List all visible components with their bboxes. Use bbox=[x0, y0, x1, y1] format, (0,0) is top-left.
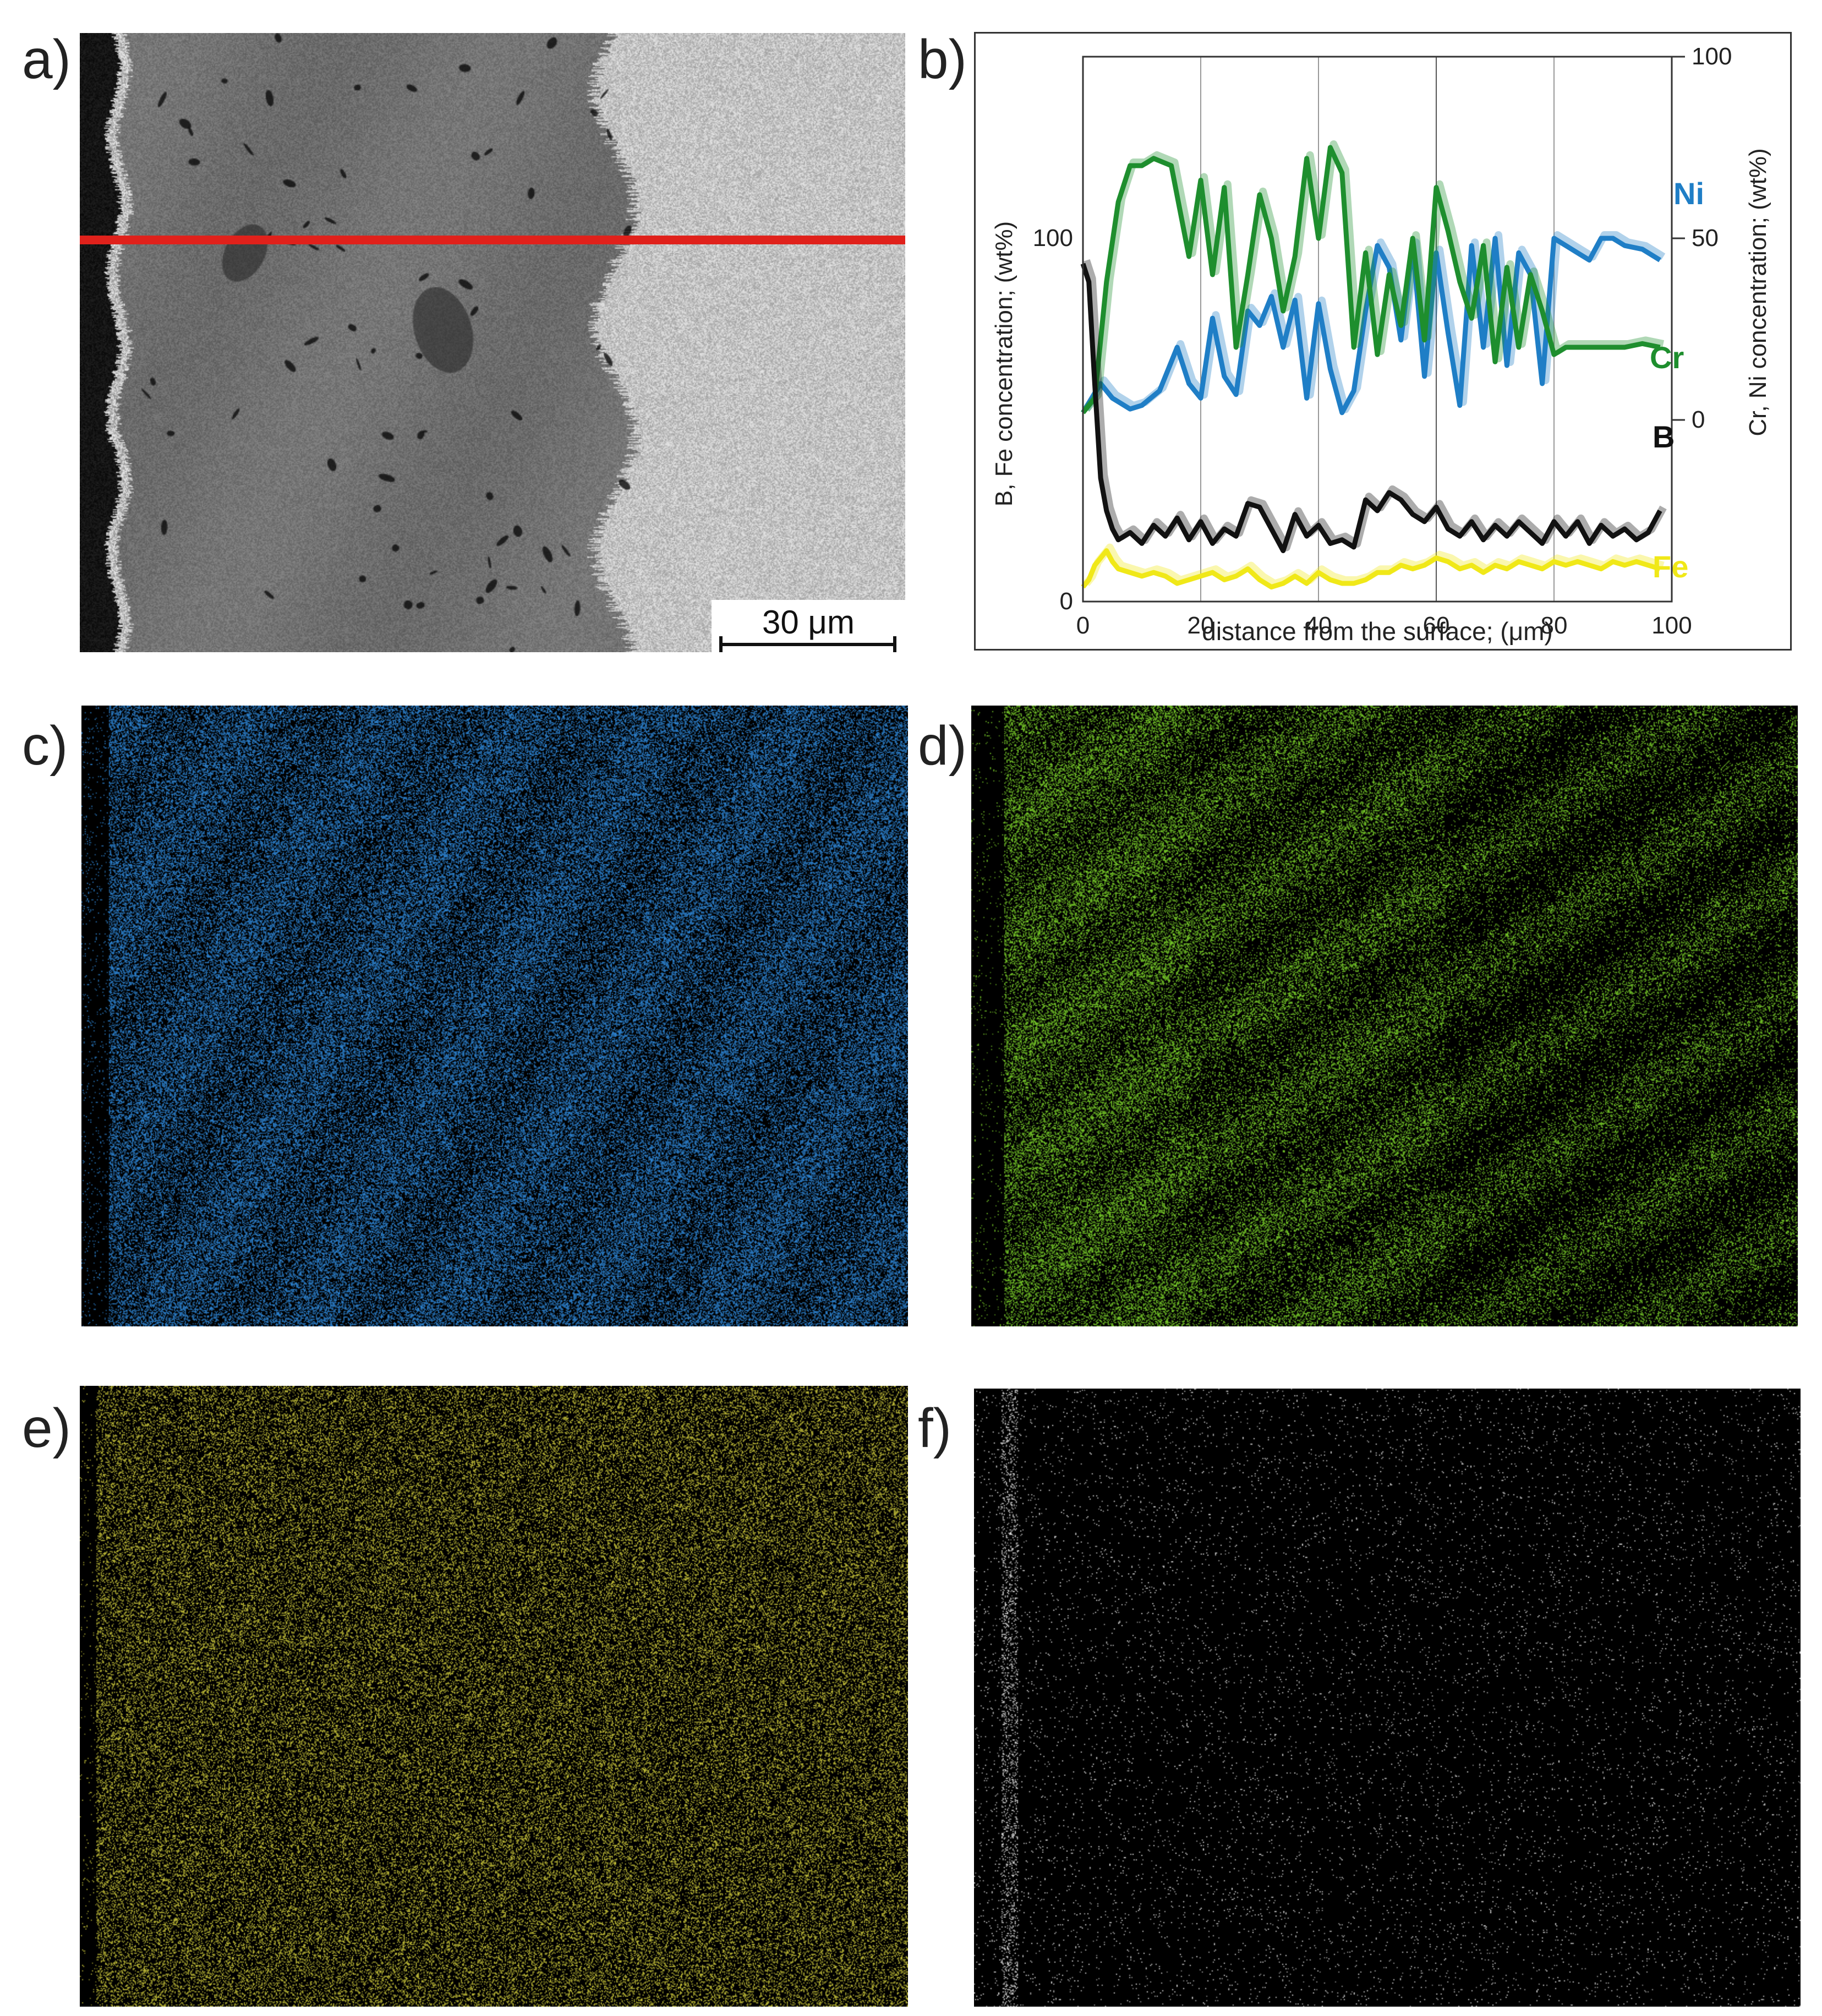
scale-bar-tick-left bbox=[719, 636, 723, 652]
fe-element-map bbox=[80, 1386, 908, 2007]
b-element-map bbox=[974, 1389, 1801, 2007]
chart-ticks: 0 20 40 60 80 100 0 100 0 50 100 bbox=[1033, 43, 1732, 639]
x-axis-label: distance from the surface; (μm) bbox=[1202, 617, 1553, 646]
legend-label-fe: Fe bbox=[1653, 549, 1688, 584]
fe-map-icon bbox=[80, 1386, 908, 2007]
scale-bar-box: 30 μm bbox=[712, 600, 905, 652]
series-line-b bbox=[1080, 263, 1662, 554]
y-axis-right-label: Cr, Ni concentration; (wt%) bbox=[1744, 148, 1771, 436]
line-scan-chart: 0 20 40 60 80 100 0 100 0 50 100 distance from the… bbox=[991, 43, 1771, 646]
x-tick-label-40: 40 bbox=[1305, 612, 1332, 639]
plot-area-border bbox=[1082, 56, 1673, 603]
legend-label-b: B bbox=[1653, 419, 1675, 454]
line-scan-marker bbox=[80, 236, 905, 244]
legend-label-cr: Cr bbox=[1650, 340, 1684, 375]
ni-map-icon bbox=[81, 706, 908, 1326]
scale-bar-label: 30 μm bbox=[762, 604, 855, 641]
panel-label-d: d) bbox=[918, 715, 967, 777]
line-scan-chart-frame: 0 20 40 60 80 100 0 100 0 50 100 distance from the… bbox=[974, 32, 1792, 651]
y-right-tick-label-100: 100 bbox=[1692, 43, 1732, 70]
sem-micrograph: 30 μm bbox=[80, 33, 905, 652]
panel-label-f: f) bbox=[918, 1397, 952, 1459]
series-line-ni bbox=[1081, 236, 1661, 416]
x-tick-label-80: 80 bbox=[1541, 612, 1568, 639]
scale-bar-line bbox=[719, 643, 896, 646]
panel-label-e: e) bbox=[22, 1397, 71, 1459]
cr-map-icon bbox=[971, 706, 1798, 1326]
chart-grid bbox=[1200, 57, 1555, 602]
chart-series-group bbox=[1080, 140, 1667, 590]
y-left-tick-label-0: 0 bbox=[1060, 588, 1073, 615]
cr-element-map bbox=[971, 706, 1798, 1326]
x-tick-label-20: 20 bbox=[1188, 612, 1214, 639]
x-tick-label-60: 60 bbox=[1423, 612, 1450, 639]
series-line-cr-shadow bbox=[1083, 140, 1665, 412]
panel-label-a: a) bbox=[22, 29, 71, 90]
panel-label-b: b) bbox=[918, 29, 967, 90]
y-right-tick-label-50: 50 bbox=[1692, 225, 1719, 252]
y-axis-left-label: B, Fe concentration; (wt%) bbox=[991, 221, 1017, 506]
panel-label-c: c) bbox=[22, 715, 68, 777]
sem-image bbox=[80, 33, 905, 652]
ni-element-map bbox=[81, 706, 908, 1326]
y-right-tick-label-0: 0 bbox=[1692, 406, 1705, 433]
series-line-fe bbox=[1081, 548, 1661, 590]
scale-bar-tick-right bbox=[893, 636, 896, 652]
legend-label-ni: Ni bbox=[1673, 176, 1704, 211]
y-left-tick-label-100: 100 bbox=[1033, 225, 1073, 252]
x-tick-label-0: 0 bbox=[1076, 612, 1090, 639]
series-line-cr bbox=[1081, 145, 1661, 414]
x-tick-label-100: 100 bbox=[1651, 612, 1692, 639]
b-map-icon bbox=[974, 1389, 1801, 2007]
